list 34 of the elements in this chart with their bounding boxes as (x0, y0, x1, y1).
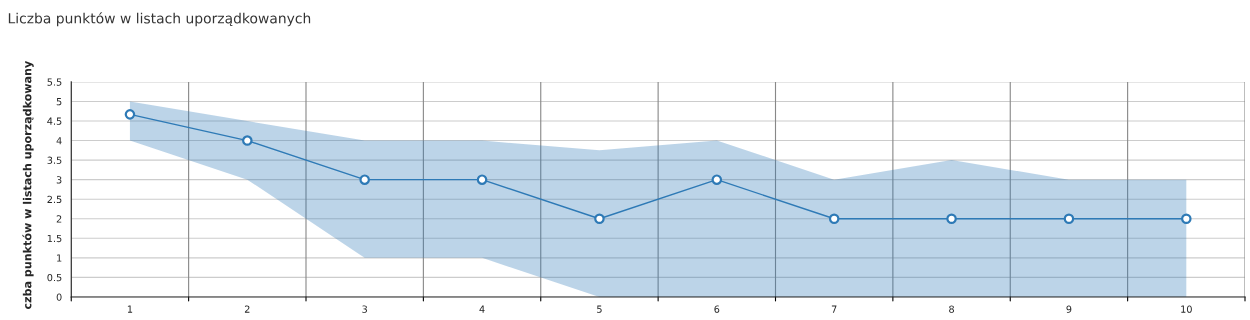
point (242, 135, 253, 146)
y-tick-label: 0 (56, 293, 62, 301)
x-tick-label: 7 (831, 305, 837, 313)
y-tick-label: 4.5 (47, 117, 62, 125)
y-tick-label: 5 (56, 98, 62, 106)
x-tick-label: 4 (479, 305, 485, 313)
point (359, 174, 370, 185)
y-tick-label: 4 (56, 137, 62, 145)
y-tick-label: 2 (56, 215, 62, 223)
x-tick-label: 9 (1066, 305, 1072, 313)
y-axis-title: czba punktów w listach uporządkowany (22, 60, 34, 310)
x-tick-label: 1 (127, 305, 133, 313)
y-tick-label: 3.5 (47, 156, 62, 164)
y-tick-label: 1.5 (47, 234, 62, 243)
point (594, 213, 605, 225)
x-tick-label: 5 (597, 305, 602, 313)
x-tick-label: 10 (1181, 305, 1192, 313)
y-tick-label: 0.5 (47, 273, 62, 282)
x-tick-label: 6 (714, 305, 720, 313)
x-tick-label: 3 (362, 305, 367, 313)
point (476, 174, 488, 185)
chart-title: Liczba punktów w listach uporządkowanych (8, 12, 311, 27)
point (1181, 213, 1192, 225)
y-tick-label: 1 (57, 254, 62, 262)
y-tick-label: 3 (56, 176, 62, 184)
point (946, 213, 957, 225)
point (711, 174, 723, 185)
x-tick-label: 2 (244, 305, 250, 313)
y-tick-label: 5.5 (47, 78, 62, 86)
point (828, 213, 840, 225)
y-tick-label: 2.5 (47, 195, 62, 204)
point (124, 109, 136, 120)
x-tick-label: 8 (949, 305, 954, 313)
point (1063, 213, 1075, 225)
